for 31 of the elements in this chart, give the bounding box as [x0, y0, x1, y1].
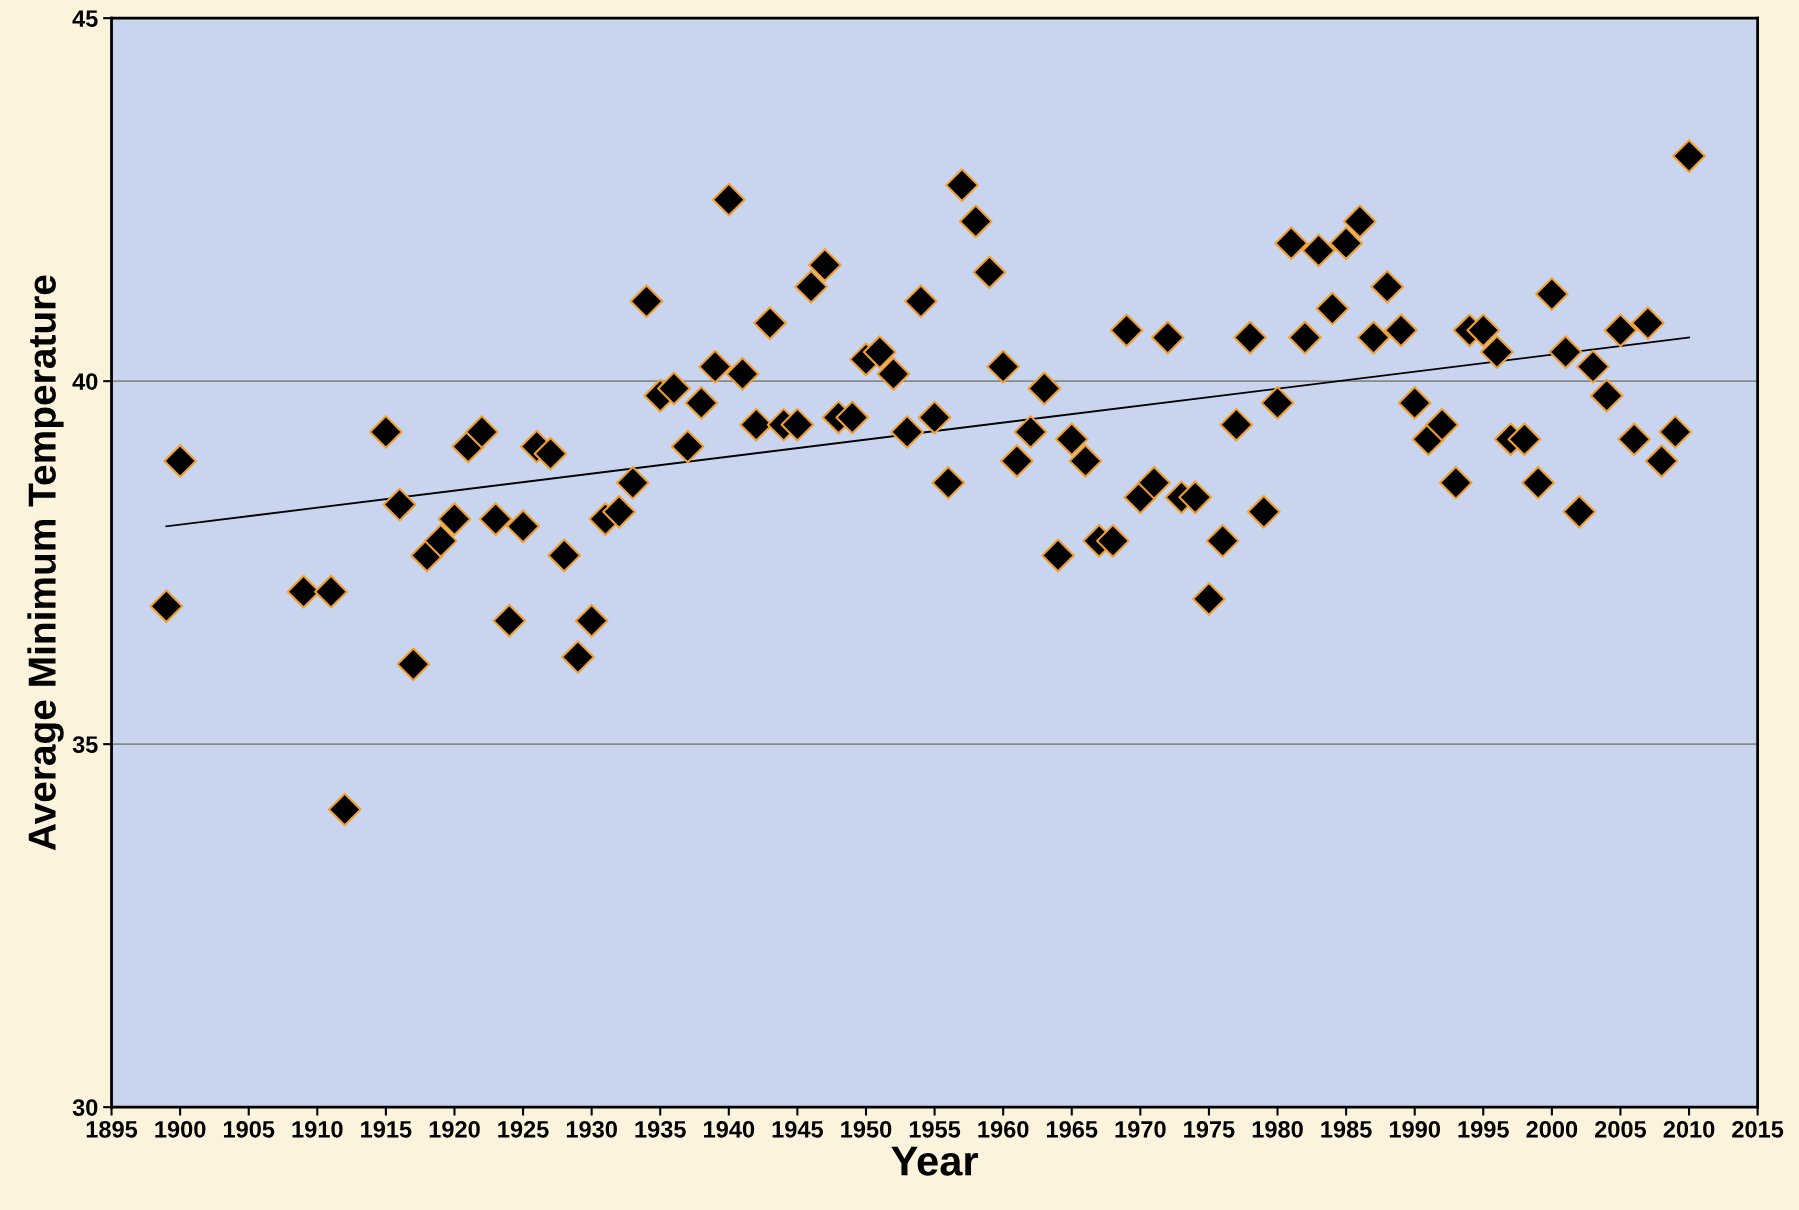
y-tick-label: 45	[72, 10, 98, 27]
x-tick-label: 2010	[1663, 1120, 1715, 1138]
x-tick-label: 1895	[86, 1120, 138, 1138]
x-tick-label: 1965	[1046, 1120, 1098, 1138]
x-tick-label: 2000	[1526, 1120, 1578, 1138]
x-tick-label: 1960	[978, 1120, 1029, 1138]
x-tick-label: 1950	[841, 1120, 892, 1138]
x-tick-label: 1905	[223, 1120, 275, 1138]
x-tick-label: 1935	[635, 1120, 686, 1138]
x-tick-label: 1930	[566, 1120, 617, 1138]
x-tick-label: 1945	[772, 1120, 824, 1138]
x-tick-label: 1995	[1458, 1120, 1509, 1138]
x-tick-label: 1975	[1184, 1120, 1235, 1138]
x-axis-title: Year	[891, 1146, 978, 1176]
y-tick-label: 40	[72, 373, 98, 390]
y-tick-label: 35	[72, 736, 98, 753]
x-tick-label: 1970	[1115, 1120, 1166, 1138]
x-tick-label: 1990	[1389, 1120, 1440, 1138]
x-tick-label: 1900	[155, 1120, 206, 1138]
x-tick-label: 1915	[361, 1120, 412, 1138]
x-tick-label: 1985	[1321, 1120, 1372, 1138]
x-tick-label: 2005	[1595, 1120, 1647, 1138]
x-tick-label: 1980	[1252, 1120, 1303, 1138]
y-axis-title: Average Minimum Temperature	[27, 275, 64, 851]
x-tick-label: 1955	[909, 1120, 961, 1138]
x-tick-label: 1920	[429, 1120, 480, 1138]
y-tick-label: 30	[72, 1099, 98, 1116]
x-tick-label: 1925	[498, 1120, 549, 1138]
x-tick-label: 1910	[292, 1120, 343, 1138]
x-tick-label: 1940	[704, 1120, 755, 1138]
x-tick-label: 2015	[1732, 1120, 1784, 1138]
